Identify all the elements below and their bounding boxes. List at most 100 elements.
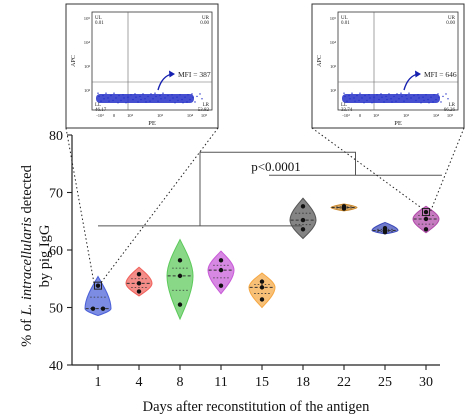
event-dot: [149, 100, 151, 102]
event-dot: [401, 95, 403, 98]
event-dot: [105, 92, 107, 94]
highlight-square: [422, 208, 430, 217]
event-dot: [378, 98, 380, 101]
inset-y-tick: 10⁴: [84, 40, 91, 45]
inset-x-tick: 10²: [373, 113, 380, 118]
event-dot: [177, 99, 179, 102]
data-point: [136, 289, 142, 294]
event-dot: [358, 99, 360, 102]
data-point: [423, 216, 429, 222]
mfi-arrow-head: [415, 70, 421, 78]
event-dot: [385, 95, 387, 98]
inset-x-tick: 0: [113, 113, 116, 118]
y-tick-label: 80: [49, 129, 63, 144]
data-point: [136, 271, 142, 277]
inset-y-tick: 10⁵: [84, 16, 91, 21]
inset-x-tick: -10²: [96, 113, 104, 118]
quadrant-ll-value: 33.74: [341, 108, 353, 113]
data-point: [177, 273, 183, 279]
event-dot: [97, 92, 99, 94]
event-dot: [408, 92, 410, 94]
quadrant-ll-value: 46.17: [95, 108, 107, 113]
event-dot: [420, 102, 422, 104]
event-dot: [343, 92, 345, 94]
x-tick-label: 4: [136, 375, 143, 390]
event-dot: [144, 98, 146, 100]
event-dot: [376, 94, 378, 96]
y-tick-label: 60: [49, 244, 63, 259]
data-point: [300, 217, 306, 223]
quadrant-ul-label: UL: [341, 16, 348, 21]
data-point: [90, 306, 96, 311]
event-dot: [425, 94, 427, 96]
event-dot: [423, 99, 425, 102]
inset-y-label: APC: [317, 55, 323, 67]
event-dot: [127, 96, 129, 98]
quadrant-ur-value: 0.00: [446, 21, 455, 26]
event-dot: [182, 102, 184, 104]
inset-y-tick: 10³: [330, 64, 337, 69]
event-dot: [155, 95, 157, 98]
event-dot: [356, 94, 358, 97]
quadrant-ur-label: UR: [448, 16, 456, 21]
violin-day-8: [166, 238, 194, 321]
quadrant-ul-value: 0.01: [95, 21, 104, 26]
event-dot: [391, 101, 393, 103]
event-dot: [171, 94, 173, 96]
event-dot: [194, 101, 196, 103]
event-dot: [137, 101, 139, 103]
event-dot: [187, 94, 189, 96]
event-dot: [430, 96, 432, 98]
event-dot: [395, 100, 397, 102]
event-dot: [427, 98, 429, 101]
event-dot: [130, 94, 132, 96]
event-dot: [150, 93, 152, 95]
quadrant-ll-label: LL: [341, 103, 347, 108]
event-dot: [135, 96, 137, 98]
inset-frame: [65, 3, 219, 129]
event-dot: [108, 100, 110, 102]
inset-y-tick: 10²: [84, 88, 91, 93]
data-point: [100, 306, 106, 311]
x-tick-label: 18: [296, 375, 310, 390]
event-dot: [433, 94, 435, 96]
x-tick-label: 25: [378, 375, 392, 390]
event-dot: [403, 100, 405, 102]
inset-x-tick: 10³: [157, 113, 164, 118]
x-tick-label: 11: [214, 375, 227, 390]
inset-frame: [311, 3, 465, 129]
x-tick-label: 22: [337, 375, 351, 390]
x-tick-label: 30: [419, 375, 433, 390]
event-dot: [107, 97, 109, 99]
event-dot: [169, 99, 171, 102]
data-point: [177, 302, 183, 307]
event-dot: [199, 93, 201, 95]
y-tick-label: 70: [49, 187, 63, 202]
event-dot: [120, 99, 122, 102]
event-dot: [390, 98, 392, 100]
event-dot: [142, 93, 144, 95]
event-dot: [167, 94, 169, 97]
event-dot: [417, 94, 419, 96]
quadrant-lr-value: 66.26: [444, 108, 456, 113]
event-dot: [435, 98, 437, 101]
event-dot: [364, 94, 366, 97]
data-point: [382, 225, 388, 231]
data-point: [95, 283, 101, 288]
event-dot: [122, 94, 124, 96]
event-dot: [440, 101, 442, 103]
data-point: [423, 209, 429, 215]
event-dot: [351, 92, 353, 94]
event-dot: [368, 94, 370, 96]
event-dot: [369, 97, 371, 99]
event-dot: [100, 100, 102, 102]
inset-y-tick: 10⁴: [330, 40, 337, 45]
inset-x-tick: 10²: [127, 113, 134, 118]
inset-x-tick: 10⁴: [187, 113, 194, 118]
event-dot: [396, 93, 398, 95]
event-dot: [140, 98, 142, 101]
event-dot: [438, 96, 440, 98]
event-dot: [191, 93, 193, 95]
event-dot: [437, 93, 439, 95]
